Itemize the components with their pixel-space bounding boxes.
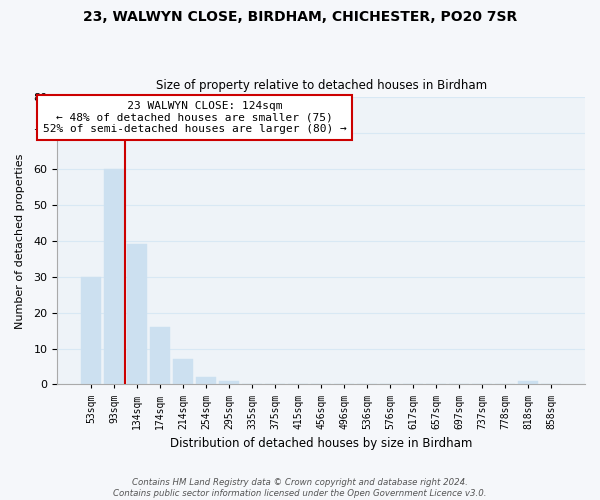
Bar bbox=[518, 381, 538, 384]
Text: 23, WALWYN CLOSE, BIRDHAM, CHICHESTER, PO20 7SR: 23, WALWYN CLOSE, BIRDHAM, CHICHESTER, P… bbox=[83, 10, 517, 24]
Bar bbox=[219, 381, 239, 384]
Title: Size of property relative to detached houses in Birdham: Size of property relative to detached ho… bbox=[155, 79, 487, 92]
Text: Contains HM Land Registry data © Crown copyright and database right 2024.
Contai: Contains HM Land Registry data © Crown c… bbox=[113, 478, 487, 498]
Bar bbox=[81, 276, 101, 384]
Y-axis label: Number of detached properties: Number of detached properties bbox=[15, 153, 25, 328]
Bar bbox=[104, 169, 124, 384]
Bar bbox=[127, 244, 147, 384]
Text: 23 WALWYN CLOSE: 124sqm
← 48% of detached houses are smaller (75)
52% of semi-de: 23 WALWYN CLOSE: 124sqm ← 48% of detache… bbox=[43, 101, 346, 134]
Bar bbox=[173, 360, 193, 384]
X-axis label: Distribution of detached houses by size in Birdham: Distribution of detached houses by size … bbox=[170, 437, 472, 450]
Bar bbox=[196, 377, 216, 384]
Bar bbox=[150, 327, 170, 384]
